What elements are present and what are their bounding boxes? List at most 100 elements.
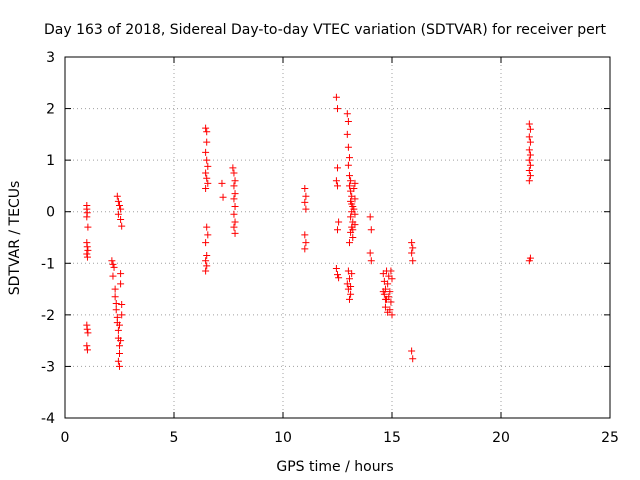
data-point (202, 148, 210, 156)
y-tick-label: -3 (41, 359, 55, 375)
data-point (332, 264, 340, 272)
data-point (332, 177, 340, 185)
data-point (203, 252, 211, 260)
data-point (408, 249, 416, 257)
data-point (84, 246, 92, 254)
data-point (347, 282, 355, 290)
y-tick-label: 0 (46, 205, 55, 221)
data-point (114, 357, 122, 365)
data-point (526, 151, 534, 159)
data-point (344, 143, 352, 151)
data-point (84, 329, 92, 337)
data-point (230, 195, 238, 203)
data-point (525, 177, 533, 185)
data-point (108, 257, 116, 265)
data-point (335, 218, 343, 226)
data-point (231, 190, 239, 198)
data-point (231, 177, 239, 185)
data-point (230, 210, 238, 218)
data-point (351, 179, 359, 187)
data-point (409, 355, 417, 363)
data-point (381, 295, 389, 303)
data-point (202, 267, 210, 275)
data-point (349, 234, 357, 241)
data-point (301, 245, 309, 253)
data-point (116, 321, 123, 329)
data-point (302, 239, 310, 247)
data-point (366, 249, 374, 257)
data-point (334, 271, 341, 279)
data-point (384, 280, 392, 288)
data-point (83, 346, 91, 354)
data-point (301, 231, 309, 239)
data-point (345, 154, 353, 162)
data-point (203, 262, 211, 270)
data-points (83, 93, 534, 370)
data-point (386, 288, 394, 296)
data-point (348, 270, 356, 278)
data-point (231, 203, 239, 211)
data-point (343, 130, 351, 138)
data-point (388, 275, 396, 283)
data-point (409, 257, 417, 265)
data-point (116, 362, 123, 370)
data-point (111, 285, 119, 293)
data-point (112, 300, 120, 308)
data-point (367, 257, 375, 265)
data-point (351, 195, 359, 203)
plot-frame (64, 56, 611, 419)
data-point (347, 290, 355, 298)
data-point (203, 174, 211, 182)
data-point (230, 169, 238, 177)
data-point (84, 223, 92, 231)
data-point (83, 243, 91, 251)
data-point (350, 205, 358, 213)
data-point (109, 260, 117, 268)
data-point (117, 215, 125, 223)
y-tick-label: -1 (41, 256, 55, 272)
data-point (348, 200, 356, 208)
data-point (526, 172, 534, 180)
data-point (83, 253, 91, 261)
data-point (525, 146, 533, 154)
data-point (116, 202, 123, 210)
data-point (231, 218, 239, 226)
data-point (202, 185, 210, 193)
data-point (117, 205, 125, 213)
data-point (334, 164, 341, 172)
data-point (118, 301, 126, 309)
data-point (117, 280, 125, 288)
data-point (366, 213, 374, 221)
data-point (525, 120, 533, 128)
data-point (347, 213, 355, 221)
data-point (302, 205, 310, 213)
data-point (203, 156, 211, 164)
data-point (118, 311, 126, 319)
data-point (301, 185, 309, 193)
data-point (525, 257, 533, 265)
data-point (350, 185, 358, 193)
x-tick-label: 10 (274, 430, 292, 446)
data-point (218, 179, 226, 187)
data-point (114, 197, 122, 205)
data-point (202, 239, 210, 247)
data-point (408, 239, 416, 247)
data-point (113, 192, 121, 200)
data-point (343, 110, 351, 118)
data-point (204, 231, 212, 239)
data-point (202, 257, 210, 265)
data-point (230, 182, 238, 190)
data-point (203, 223, 211, 231)
data-point (202, 124, 210, 132)
data-point (525, 133, 533, 141)
x-tick-label: 0 (61, 430, 70, 446)
data-point (230, 223, 238, 231)
data-point (388, 311, 396, 319)
chart-title: Day 163 of 2018, Sidereal Day-to-day VTE… (44, 22, 606, 38)
data-point (114, 210, 122, 218)
data-point (383, 267, 391, 275)
data-point (229, 164, 237, 172)
data-point (344, 161, 352, 169)
data-point (351, 221, 359, 229)
data-point (204, 179, 212, 187)
